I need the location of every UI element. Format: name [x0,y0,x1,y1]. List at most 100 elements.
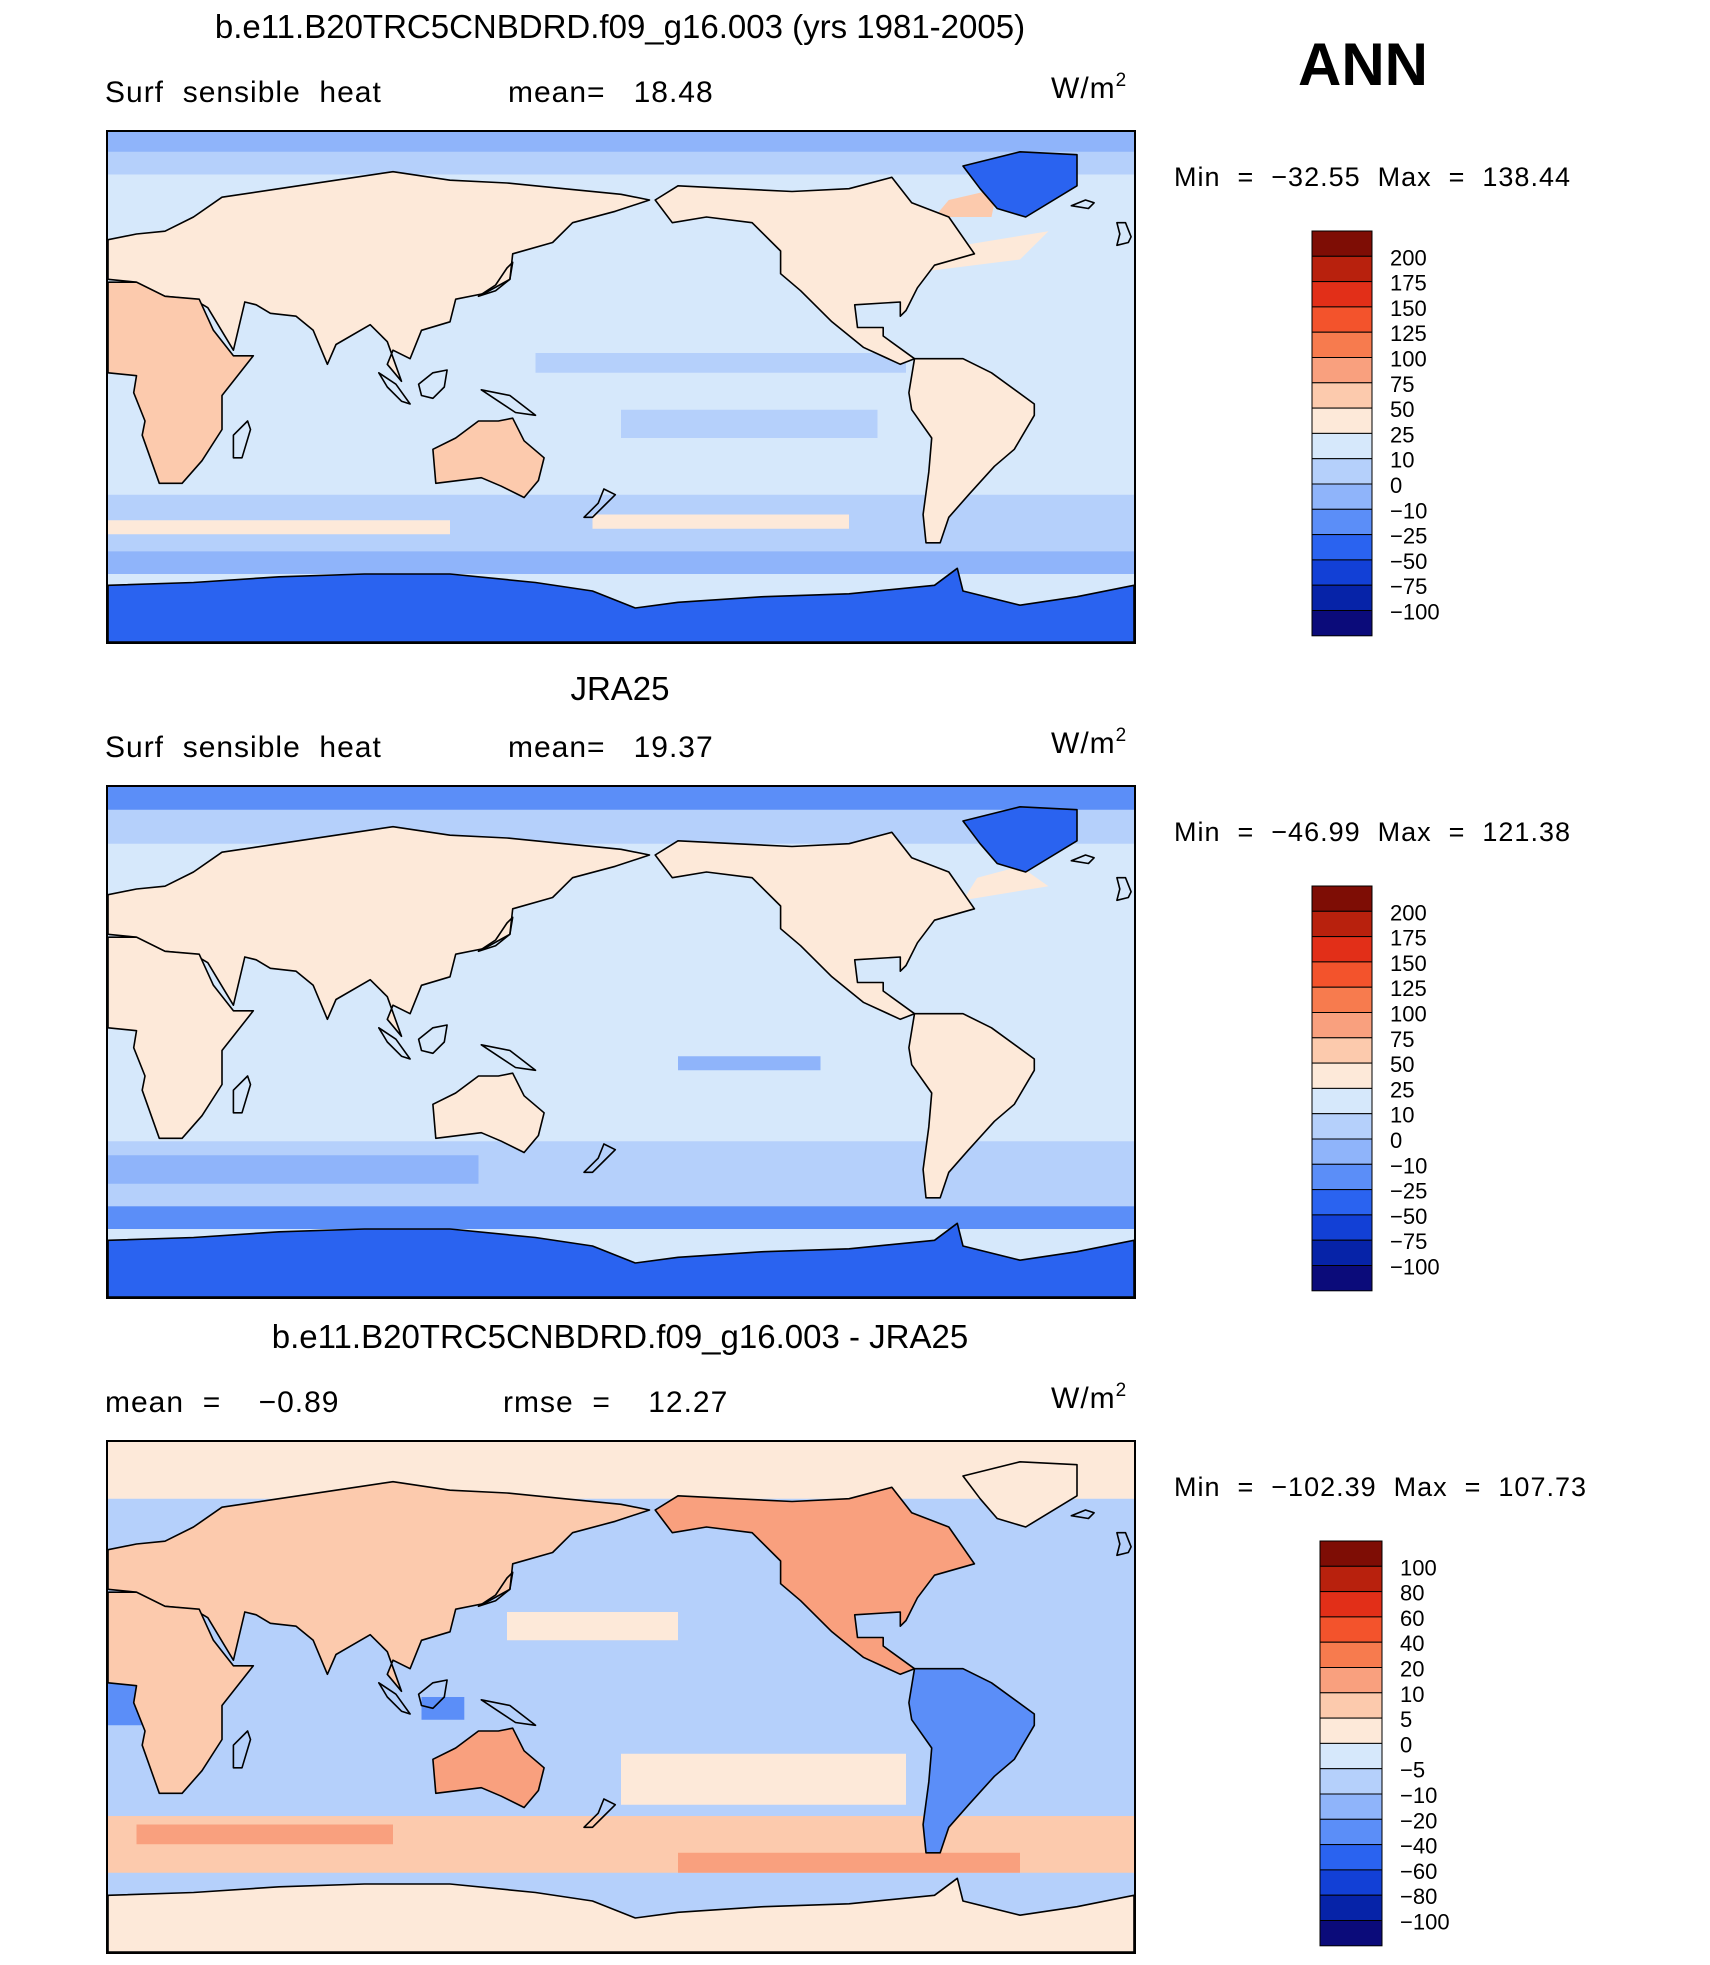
colorbar-swatch [1311,281,1373,308]
coastline-eurasia [108,170,651,383]
colorbar-tick-label: 50 [1390,397,1414,422]
contour-band [108,551,1134,574]
colorbar-swatch [1319,1742,1383,1770]
coastline-newzealand [583,1798,617,1829]
colorbar-swatch [1311,1214,1373,1241]
coastline-australia [432,1727,545,1809]
colorbar-tick-label: −25 [1390,524,1427,549]
coastline-eurasia [108,825,651,1038]
colorbar-swatch [1311,432,1373,460]
colorbar-tick-label: 175 [1390,926,1427,951]
colorbar-swatch [1311,1138,1373,1165]
coastline-samerica [908,357,1036,544]
colorbar-tick-label: −60 [1400,1859,1437,1884]
colorbar-tick-label: 10 [1390,1103,1414,1128]
colorbar-tick-label: 100 [1390,347,1427,372]
map-frame [106,130,1136,644]
mean-label: mean = −0.89 [105,1386,340,1419]
coastline-borneo [417,369,448,400]
colorbar-swatch [1319,1717,1383,1744]
colorbar-tick-label: −100 [1390,600,1440,625]
colorbar-tick-label: 75 [1390,1027,1414,1052]
coastline-madagascar [232,1730,252,1769]
contour-band [934,188,998,217]
colorbar-tick-label: 0 [1400,1732,1412,1757]
colorbar-tick-label: −80 [1400,1884,1437,1909]
colorbar: 100 80 60 40 20 10 5 0 −5 −10 −20 −40 −60 −80 −100 [1319,1540,1520,1956]
coastline-namerica [654,176,976,366]
colorbar-tick-label: 125 [1390,321,1427,346]
colorbar-tick-label: 100 [1390,1002,1427,1027]
colorbar-tick-label: 175 [1390,271,1427,296]
coastline-japan [477,261,514,298]
map-frame [106,1440,1136,1954]
coastline-newzealand [583,488,617,519]
coastline-samerica [908,1012,1036,1199]
coastline-madagascar [232,420,252,459]
contour-band [535,353,906,373]
colorbar: 200 175 150 125 100 75 50 25 10 0 −10 −25 −50 −75 −100 [1311,230,1512,646]
coastline-newzealand [583,1143,617,1174]
colorbar-tick-label: −100 [1400,1910,1450,1935]
coastline-uk [1116,1531,1132,1557]
panel-diff: b.e11.B20TRC5CNBDRD.f09_g16.003 - JRA25 … [0,1310,1710,1965]
colorbar-tick-label: 5 [1400,1707,1412,1732]
contour-band [621,1753,906,1805]
min-max-label: Min = −32.55 Max = 138.44 [1174,162,1571,192]
coastline-africa [108,936,255,1140]
colorbar-tick-label: −25 [1390,1179,1427,1204]
coastline-sumatra [378,1027,411,1060]
colorbar-tick-label: 200 [1390,900,1427,925]
colorbar-swatch [1319,1591,1383,1618]
colorbar-swatch [1311,1265,1373,1292]
coastline-antarctica [108,567,1134,642]
colorbar-tick-label: 10 [1390,448,1414,473]
colorbar-tick-label: −50 [1390,549,1427,574]
field-label: Surf sensible heat [105,76,382,109]
colorbar-tick-label: −100 [1390,1255,1440,1280]
min-max-label: Min = −102.39 Max = 107.73 [1174,1472,1587,1502]
colorbar-swatch [1311,961,1373,988]
contour-band [108,132,1134,152]
contour-band [421,1697,465,1720]
coastline-namerica [654,1486,976,1676]
colorbar-swatch [1319,1793,1383,1820]
colorbar-tick-label: 25 [1390,1077,1414,1102]
colorbar-swatch [1319,1641,1383,1668]
coastline-iceland [1070,854,1095,865]
coastline-africa [108,281,255,485]
rmse-label: rmse = 12.27 [503,1386,729,1419]
colorbar-swatch [1311,1163,1373,1191]
coastline-namerica [654,831,976,1021]
coastline-madagascar [232,1075,252,1114]
colorbar-swatch [1319,1692,1383,1719]
coastline-newguinea [480,389,537,417]
colorbar-tick-label: −20 [1400,1808,1437,1833]
colorbar-swatch [1311,986,1373,1013]
colorbar-swatch [1319,1869,1383,1896]
colorbar-swatch [1319,1920,1383,1947]
colorbar-swatch [1311,885,1373,912]
colorbar-swatch [1319,1844,1383,1871]
colorbar-tick-label: 0 [1390,1128,1402,1153]
panel-title: JRA25 [570,670,670,707]
coastline-greenland [962,151,1078,218]
contour-band [963,866,1049,901]
colorbar-swatch [1319,1768,1383,1795]
colorbar-tick-label: −10 [1390,498,1427,523]
colorbar-tick-label: 100 [1400,1555,1437,1580]
colorbar: 200 175 150 125 100 75 50 25 10 0 −10 −25 −50 −75 −100 [1311,885,1512,1301]
colorbar-swatch [1311,1189,1373,1216]
season-label: ANN [1298,31,1428,98]
colorbar-swatch [1311,910,1373,938]
colorbar-tick-label: 40 [1400,1631,1424,1656]
colorbar-tick-label: −5 [1400,1758,1425,1783]
colorbar-swatch [1319,1667,1383,1694]
coastline-sumatra [378,372,411,405]
units-label: W/m2 [1051,1380,1128,1415]
contour-band [678,1852,1020,1873]
coastline-uk [1116,221,1132,247]
units-label: W/m2 [1051,725,1128,760]
colorbar-swatch [1311,458,1373,485]
contour-band [108,520,450,535]
